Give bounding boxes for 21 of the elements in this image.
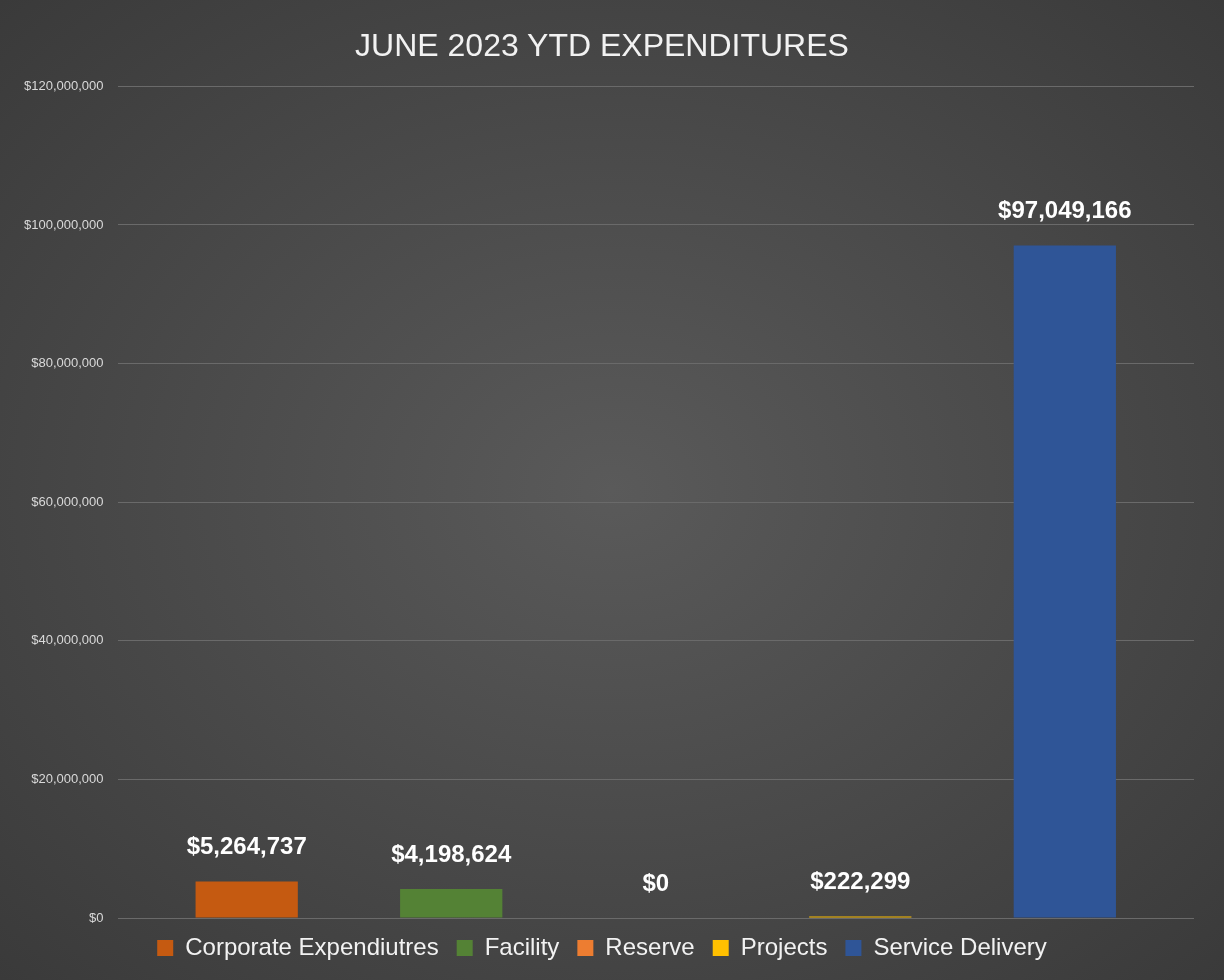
chart-title: JUNE 2023 YTD EXPENDITURES — [355, 27, 849, 64]
bar — [195, 881, 298, 918]
y-tick-label: $100,000,000 — [23, 216, 104, 232]
legend-label: Projects — [740, 932, 828, 960]
y-tick-label: $0 — [89, 909, 104, 925]
data-label: $4,198,624 — [391, 839, 512, 867]
y-tick-label: $20,000,000 — [31, 770, 104, 786]
legend-label: Reserve — [605, 932, 695, 960]
bar — [1013, 245, 1116, 918]
legend-label: Facility — [484, 932, 560, 960]
y-tick-label: $40,000,000 — [31, 632, 104, 648]
legend-label: Corporate Expendiutres — [185, 932, 439, 960]
y-tick-label: $60,000,000 — [31, 493, 104, 509]
data-label: $5,264,737 — [186, 832, 307, 860]
data-label: $0 — [642, 868, 670, 896]
data-label: $222,299 — [810, 867, 911, 895]
y-tick-label: $120,000,000 — [23, 77, 104, 93]
legend-label: Service Delivery — [873, 932, 1047, 960]
data-label: $97,049,166 — [998, 196, 1132, 224]
bar — [400, 888, 503, 918]
y-tick-label: $80,000,000 — [31, 355, 104, 371]
